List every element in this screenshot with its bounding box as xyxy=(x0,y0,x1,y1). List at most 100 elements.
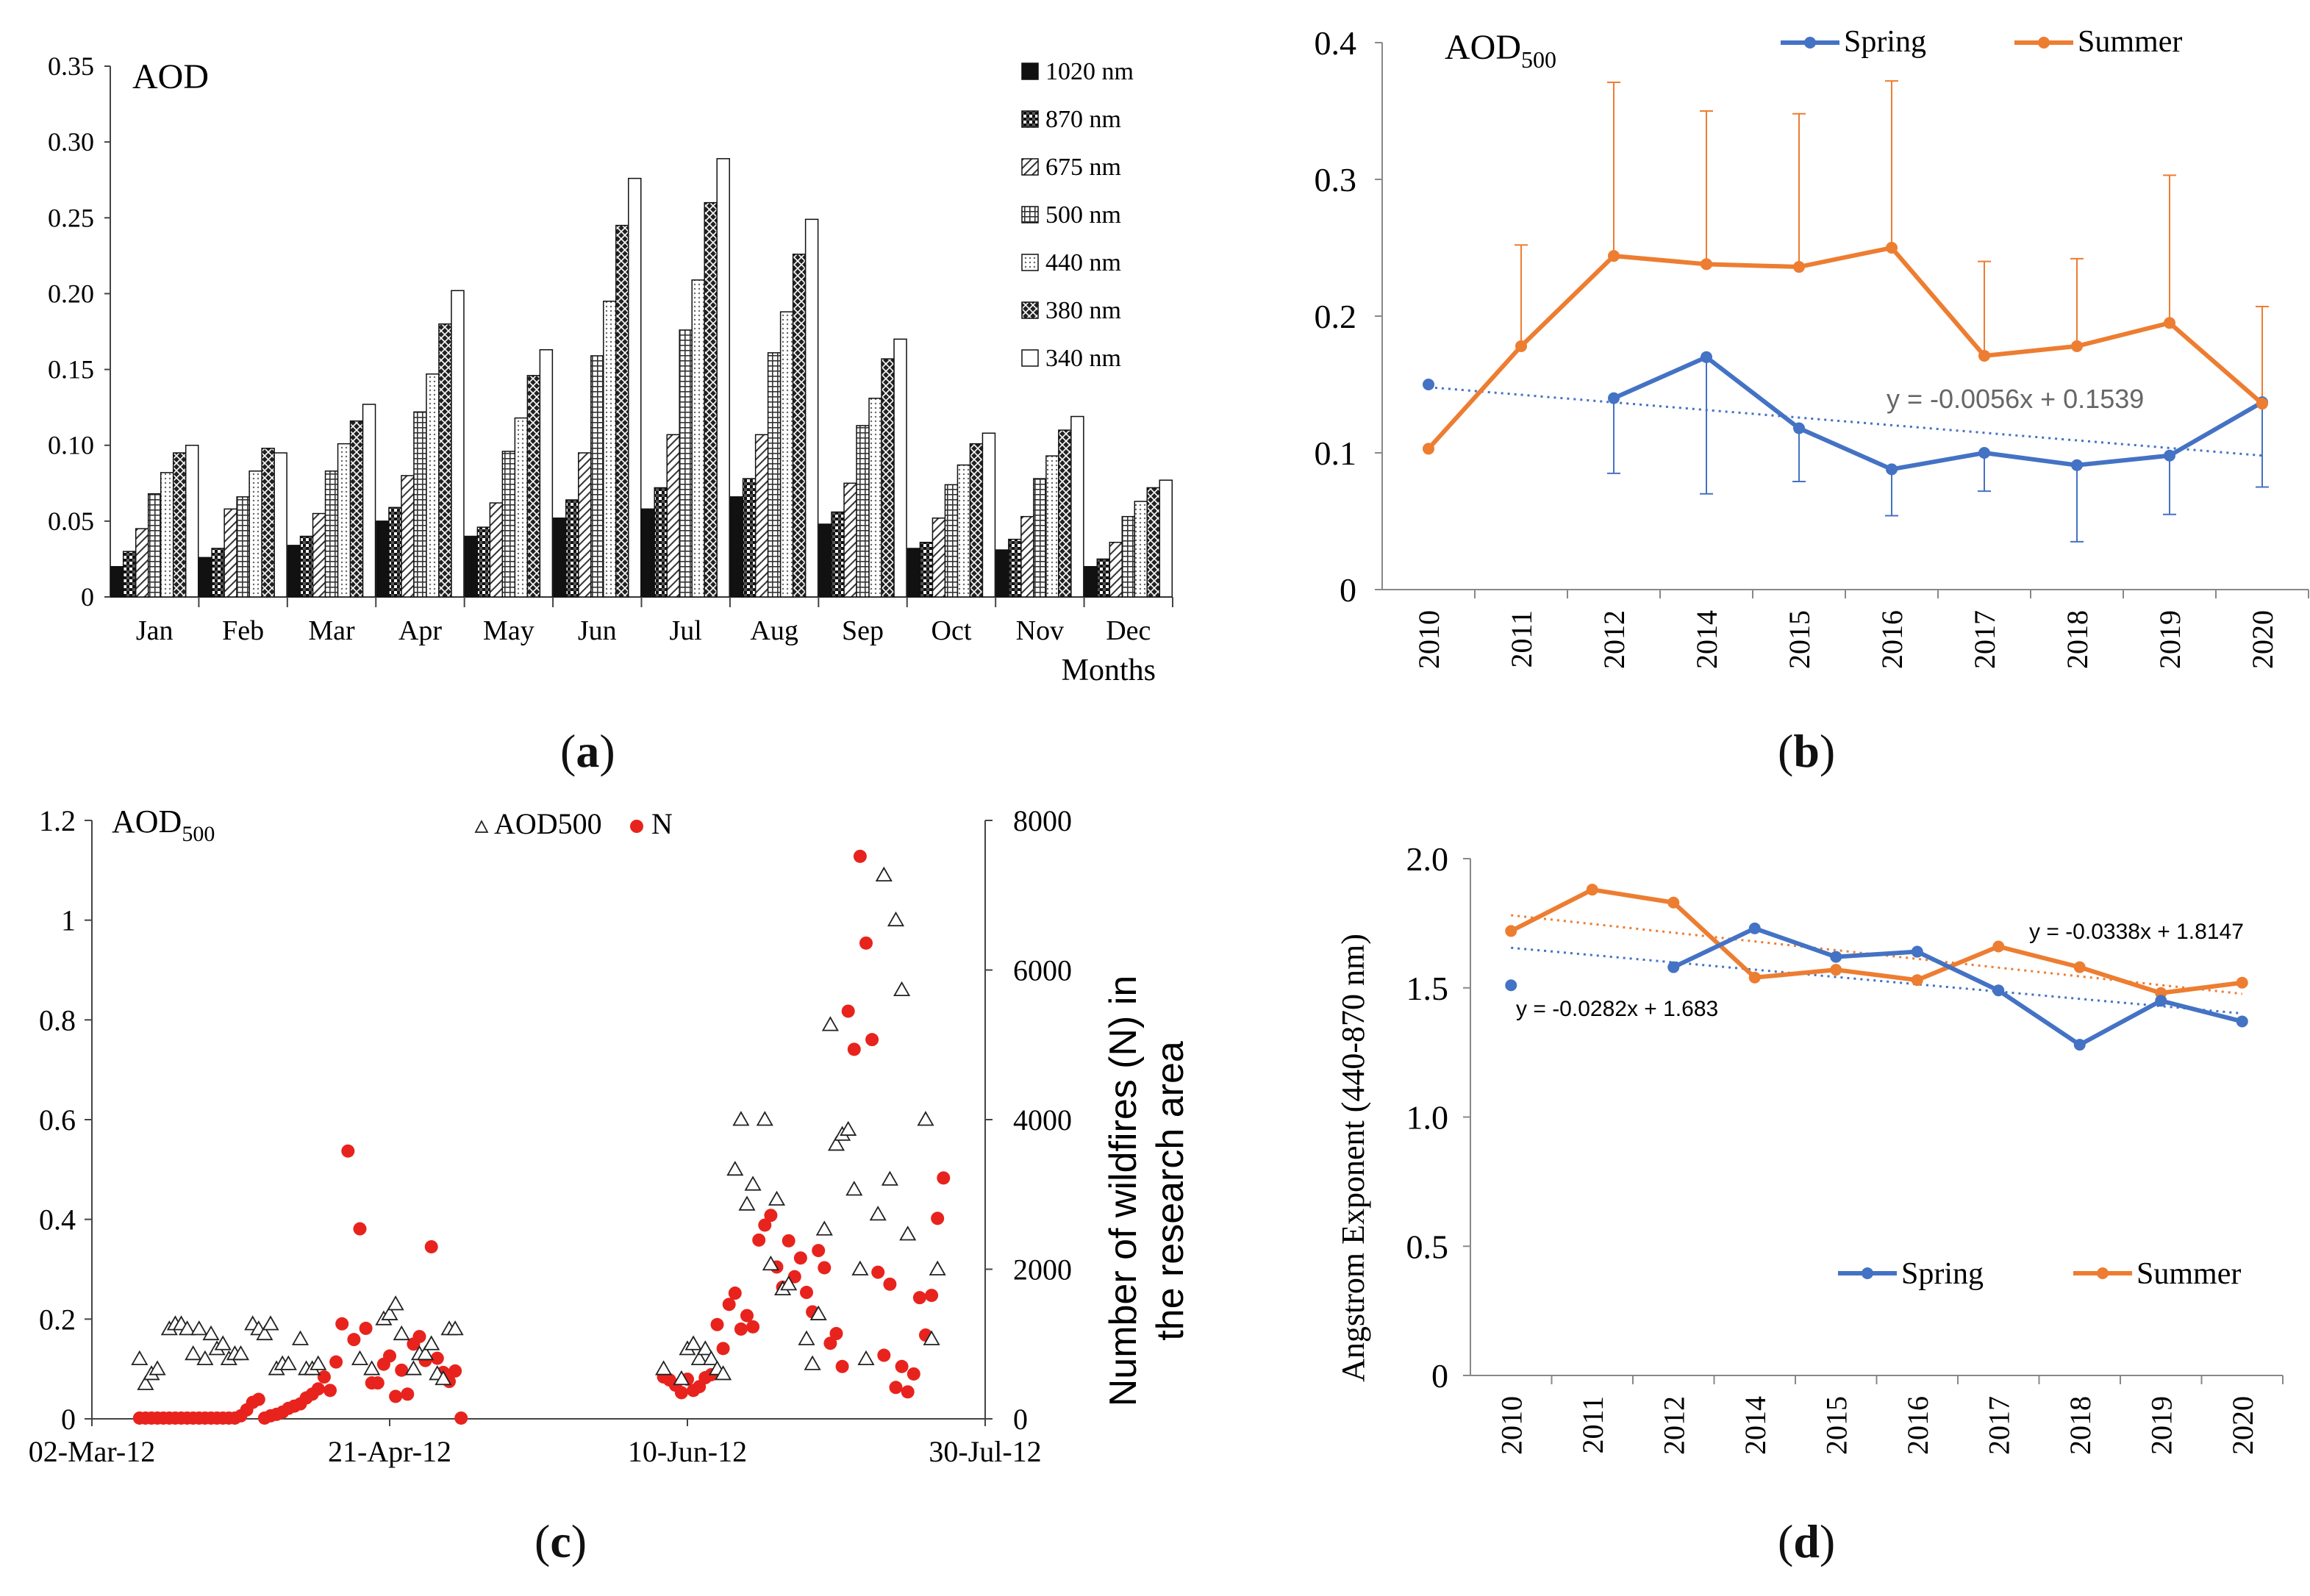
bar-380nm-Jun xyxy=(615,224,629,598)
point-wildfires xyxy=(424,1239,438,1253)
point-aod500 xyxy=(417,1345,435,1361)
chart-b-ytick-label: 0 xyxy=(1340,571,1356,609)
point-aod500 xyxy=(821,1016,839,1031)
chart-c-left-tick-label: 1.2 xyxy=(39,804,76,837)
chart-c-right-tick-label: 6000 xyxy=(1013,954,1072,987)
trendline-spring xyxy=(1428,386,2263,457)
point-wildfires xyxy=(251,1392,265,1406)
point-aod500 xyxy=(851,1260,869,1275)
chart-d-xtick-label: 2011 xyxy=(1576,1396,1609,1454)
bar-340nm-Mar xyxy=(362,404,376,598)
legend-a-swatch xyxy=(1021,158,1039,176)
chart-c-xtick-label: 30-Jul-12 xyxy=(929,1435,1041,1468)
chart-d-ytick-label: 0 xyxy=(1431,1357,1448,1395)
chart-a-xtick-label: Oct xyxy=(931,615,972,646)
point-wildfires xyxy=(448,1364,462,1378)
point-summer-2020 xyxy=(2256,398,2268,410)
point-aod500 xyxy=(715,1365,732,1381)
point-aod500 xyxy=(756,1111,773,1126)
chart-d-xtick-label: 2017 xyxy=(1982,1396,2015,1455)
bar-340nm-Sep xyxy=(893,338,907,598)
point-wildfires xyxy=(752,1233,766,1247)
legend-d-label-spring: Spring xyxy=(1901,1257,1984,1291)
bar-440nm-Sep xyxy=(868,398,882,598)
point-summer-2017 xyxy=(1978,349,1990,362)
chart-b-ytick-label: 0.3 xyxy=(1315,161,1357,198)
point-wildfires xyxy=(323,1384,337,1398)
bar-675nm-Dec xyxy=(1109,541,1123,598)
bar-500nm-Oct xyxy=(944,484,959,598)
chart-d-xtick-label: 2014 xyxy=(1739,1396,1772,1455)
point-wildfires xyxy=(925,1289,939,1303)
bar-500nm-May xyxy=(501,451,516,598)
bar-340nm-Jan xyxy=(185,444,199,598)
point-aod500 xyxy=(131,1350,149,1365)
point-spring-2015 xyxy=(1793,422,1805,434)
point-spring-2017 xyxy=(1992,984,2005,997)
chart-c-left-tick-label: 0.6 xyxy=(39,1103,76,1137)
point-aod500 xyxy=(262,1315,279,1331)
bar-870nm-Jan xyxy=(122,551,137,598)
bar-380nm-Apr xyxy=(438,323,452,598)
point-spring-2019 xyxy=(2164,449,2175,462)
bar-1020nm-Sep xyxy=(818,523,832,598)
chart-a-xtick-label: Dec xyxy=(1106,615,1151,646)
bar-675nm-Jul xyxy=(666,434,680,598)
bar-340nm-Aug xyxy=(804,218,819,598)
bar-500nm-Jan xyxy=(147,493,162,598)
bar-500nm-Feb xyxy=(236,496,250,598)
chart-d-ytick-label: 1.0 xyxy=(1406,1099,1449,1137)
chart-a-xtick-label: Jan xyxy=(136,615,174,646)
point-aod500 xyxy=(185,1345,202,1361)
chart-b-xtick-label: 2019 xyxy=(2153,610,2186,669)
bar-675nm-Jun xyxy=(578,452,592,598)
point-wildfires xyxy=(787,1270,801,1284)
point-aod500 xyxy=(738,1195,756,1211)
point-wildfires xyxy=(311,1382,325,1396)
point-wildfires xyxy=(383,1349,396,1363)
point-wildfires xyxy=(883,1277,897,1291)
point-spring-2018 xyxy=(2071,459,2083,471)
point-wildfires xyxy=(812,1244,826,1258)
panel-b: 0 0.1 0.2 0.3 0.4 2010 2011 2012 2014 2015 2016 201… xyxy=(1250,0,2310,801)
point-aod500 xyxy=(869,1206,887,1221)
chart-c-svg: 0 0.2 0.4 0.6 0.8 1 1.2 0 2000 4000 6000 8000 02-Mar… xyxy=(29,804,1192,1468)
point-wildfires xyxy=(454,1411,468,1425)
point-wildfires xyxy=(329,1355,343,1369)
chart-d-xtick-label: 2010 xyxy=(1495,1396,1528,1455)
bar-1020nm-Feb xyxy=(199,557,212,598)
point-aod500 xyxy=(923,1330,940,1345)
point-aod500 xyxy=(887,911,905,927)
legend-a-swatch xyxy=(1021,62,1039,80)
chart-b-ytick-label: 0.2 xyxy=(1315,298,1357,335)
chart-b-ytick-label: 0.4 xyxy=(1315,24,1357,62)
line-summer xyxy=(1426,245,2264,451)
bar-440nm-Mar xyxy=(337,443,351,598)
chart-d-ytick-label: 1.5 xyxy=(1406,970,1449,1007)
chart-a-xtick-label: May xyxy=(483,615,534,646)
point-spring-2014 xyxy=(1701,351,1712,363)
point-summer-2017 xyxy=(1992,940,2005,953)
point-wildfires xyxy=(347,1333,361,1347)
point-wildfires xyxy=(412,1330,426,1344)
point-aod500 xyxy=(673,1370,690,1386)
panel-label-b: (b) xyxy=(1778,725,1836,777)
chart-c-right-tick-label: 2000 xyxy=(1013,1253,1072,1287)
point-spring-2016 xyxy=(1911,945,1923,958)
legend-d-marker-summer xyxy=(2097,1267,2109,1279)
point-aod500 xyxy=(809,1305,827,1320)
bar-1020nm-May xyxy=(464,535,479,598)
bar-870nm-Sep xyxy=(831,511,845,598)
point-aod500 xyxy=(179,1320,196,1336)
point-summer-2018 xyxy=(2073,961,2086,973)
point-spring-2015 xyxy=(1830,951,1842,963)
legend-c-triangle-icon xyxy=(474,820,489,833)
point-aod500 xyxy=(881,1170,898,1186)
bar-440nm-Feb xyxy=(248,470,262,598)
point-wildfires xyxy=(829,1327,843,1341)
point-spring-2019 xyxy=(2155,995,2167,1007)
chart-b-xtick-label: 2017 xyxy=(1968,610,2001,669)
legend-a-swatch xyxy=(1021,206,1039,223)
point-wildfires xyxy=(734,1322,748,1336)
chart-d-ytick-label: 0.5 xyxy=(1406,1228,1449,1265)
